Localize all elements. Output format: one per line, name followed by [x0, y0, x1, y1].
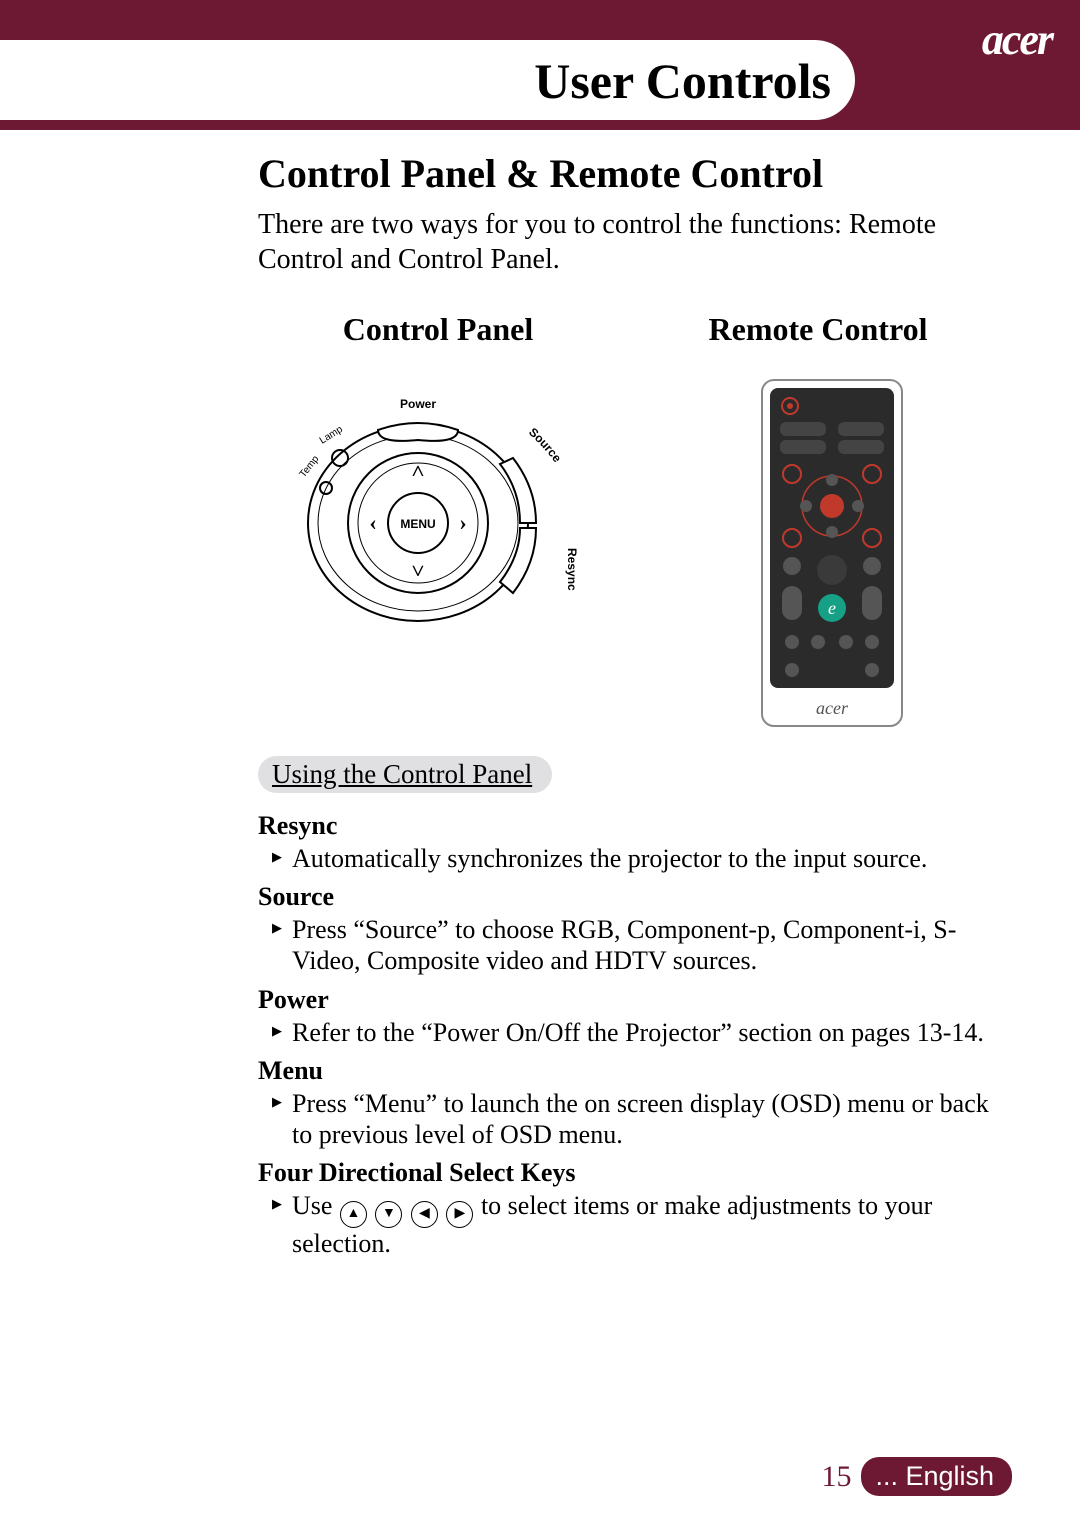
feature-title: Menu: [258, 1056, 1012, 1086]
feature-source: Source Press “Source” to choose RGB, Com…: [258, 882, 1012, 976]
panel-label-power: Power: [400, 397, 436, 411]
header-title-wrap: User Controls: [0, 40, 855, 120]
svg-text:˄: ˄: [412, 458, 425, 483]
feature-resync: Resync Automatically synchronizes the pr…: [258, 811, 1012, 874]
feature-menu: Menu Press “Menu” to launch the on scree…: [258, 1056, 1012, 1150]
panel-label-menu: MENU: [400, 517, 435, 531]
col-head-remote: Remote Control: [658, 311, 978, 348]
dirkeys-before: Use: [292, 1191, 339, 1220]
panel-label-temp: Temp: [298, 453, 322, 479]
feature-title: Resync: [258, 811, 1012, 841]
feature-power: Power Refer to the “Power On/Off the Pro…: [258, 985, 1012, 1048]
svg-text:‹: ‹: [369, 510, 376, 535]
diagram-row: MENU ˄ ˅ ‹ › Power Source Resync: [258, 378, 1012, 728]
control-panel-diagram: MENU ˄ ˅ ‹ › Power Source Resync: [278, 378, 588, 658]
header-band: User Controls acer: [0, 0, 1080, 130]
section-intro: There are two ways for you to control th…: [258, 207, 1012, 277]
section-title: Control Panel & Remote Control: [258, 150, 1012, 197]
feature-body: Refer to the “Power On/Off the Projector…: [258, 1017, 1012, 1048]
column-headers: Control Panel Remote Control: [258, 311, 1012, 348]
content-area: Control Panel & Remote Control There are…: [0, 130, 1080, 1259]
page-title: User Controls: [534, 53, 831, 109]
svg-text:e: e: [828, 598, 836, 618]
feature-body: Press “Menu” to launch the on screen dis…: [258, 1088, 1012, 1150]
feature-body: Automatically synchronizes the projector…: [258, 843, 1012, 874]
language-pill: ... English: [861, 1457, 1012, 1496]
subheading: Using the Control Panel: [272, 759, 532, 789]
panel-label-source: Source: [526, 425, 564, 465]
down-icon: ▼: [375, 1201, 402, 1228]
panel-label-resync: Resync: [565, 548, 579, 591]
feature-dirkeys: Four Directional Select Keys Use ▲ ▼ ◀ ▶…: [258, 1158, 1012, 1259]
panel-label-lamp: Lamp: [318, 424, 345, 447]
feature-title: Four Directional Select Keys: [258, 1158, 1012, 1188]
svg-text:›: ›: [459, 510, 466, 535]
left-icon: ◀: [411, 1201, 438, 1228]
remote-brand: acer: [816, 698, 849, 718]
feature-title: Power: [258, 985, 1012, 1015]
feature-title: Source: [258, 882, 1012, 912]
brand-logo: acer: [982, 14, 1052, 65]
col-head-control-panel: Control Panel: [258, 311, 618, 348]
subheading-pill: Using the Control Panel: [258, 756, 552, 793]
footer: 15 ... English: [821, 1457, 1012, 1496]
feature-body: Press “Source” to choose RGB, Component-…: [258, 914, 1012, 976]
remote-control-diagram: e acer: [758, 378, 928, 728]
feature-body: Use ▲ ▼ ◀ ▶ to select items or make adju…: [258, 1190, 1012, 1259]
right-icon: ▶: [446, 1201, 473, 1228]
up-icon: ▲: [340, 1201, 367, 1228]
page-number: 15: [821, 1460, 851, 1494]
svg-text:˅: ˅: [412, 558, 425, 583]
